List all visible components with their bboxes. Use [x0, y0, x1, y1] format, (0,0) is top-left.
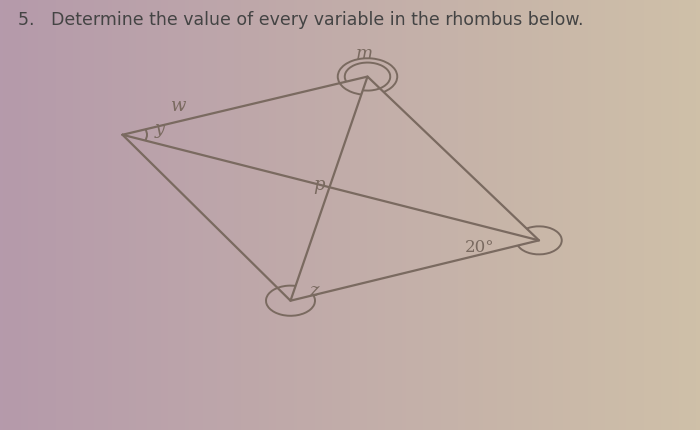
Text: z: z: [309, 281, 318, 299]
Text: y: y: [155, 120, 164, 138]
Text: 20°: 20°: [465, 239, 494, 256]
Text: w: w: [171, 96, 186, 114]
Text: m: m: [356, 45, 372, 63]
Text: 5.   Determine the value of every variable in the rhombus below.: 5. Determine the value of every variable…: [18, 11, 583, 29]
Text: p: p: [313, 176, 324, 194]
